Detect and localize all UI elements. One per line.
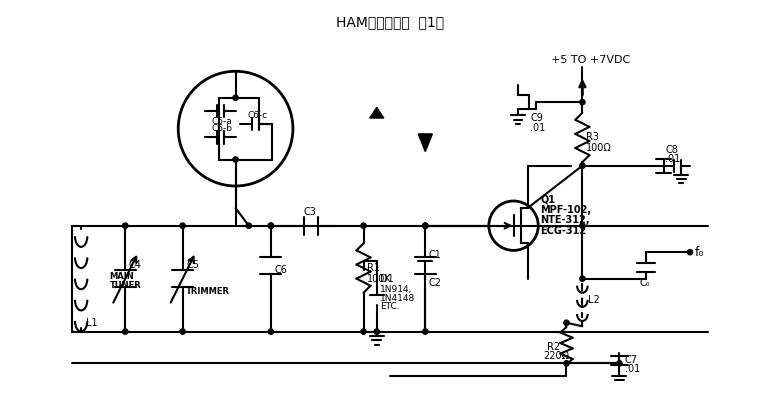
Text: 1N914,: 1N914,: [381, 285, 413, 294]
Text: 100K: 100K: [367, 274, 392, 284]
Polygon shape: [370, 107, 384, 118]
Circle shape: [423, 223, 428, 228]
Text: C6-b: C6-b: [211, 124, 232, 133]
Text: C4: C4: [129, 261, 142, 270]
Text: MAIN: MAIN: [109, 272, 134, 282]
Text: C1: C1: [429, 250, 441, 260]
Text: C6: C6: [275, 265, 287, 275]
Circle shape: [246, 223, 251, 228]
Polygon shape: [418, 134, 432, 152]
Circle shape: [122, 329, 128, 334]
Circle shape: [580, 163, 585, 168]
Text: C2: C2: [429, 278, 441, 288]
Text: C6-a: C6-a: [211, 117, 232, 126]
Text: Q1: Q1: [540, 194, 555, 204]
Text: ETC.: ETC.: [381, 303, 400, 311]
Circle shape: [361, 223, 366, 228]
Text: .01: .01: [530, 123, 545, 133]
Text: C8: C8: [665, 145, 678, 155]
Circle shape: [180, 329, 186, 334]
Circle shape: [268, 223, 274, 228]
Text: L1: L1: [87, 318, 98, 328]
Circle shape: [580, 276, 585, 281]
Text: 100Ω: 100Ω: [586, 143, 612, 153]
Circle shape: [580, 223, 585, 228]
Text: .01: .01: [625, 364, 640, 374]
Text: TUNER: TUNER: [109, 281, 141, 290]
Circle shape: [374, 329, 379, 334]
Text: MPF-102,: MPF-102,: [540, 205, 591, 215]
Title: HAM变频振荡器  第1张: HAM变频振荡器 第1张: [336, 15, 444, 29]
Text: C₀: C₀: [640, 278, 651, 288]
Text: C5: C5: [186, 261, 199, 270]
Text: C3: C3: [303, 208, 317, 217]
Circle shape: [423, 329, 428, 334]
Circle shape: [687, 249, 693, 255]
Circle shape: [180, 223, 186, 228]
Circle shape: [423, 223, 428, 228]
Circle shape: [233, 157, 238, 162]
Text: f₀: f₀: [694, 246, 704, 259]
Text: R1: R1: [367, 263, 380, 273]
Text: C9: C9: [530, 113, 543, 123]
Text: NTE-312,: NTE-312,: [540, 215, 590, 225]
Text: D1: D1: [381, 274, 394, 284]
Text: .01: .01: [665, 154, 681, 164]
Circle shape: [361, 329, 366, 334]
Text: R3: R3: [586, 132, 599, 143]
Text: TRIMMER: TRIMMER: [186, 287, 230, 296]
Circle shape: [268, 329, 274, 334]
Text: L2: L2: [587, 295, 599, 305]
Text: 220Ω: 220Ω: [544, 351, 569, 361]
Circle shape: [617, 361, 622, 366]
Circle shape: [580, 99, 585, 105]
Text: R2: R2: [547, 343, 560, 352]
Circle shape: [122, 223, 128, 228]
Text: +5 TO +7VDC: +5 TO +7VDC: [551, 55, 631, 65]
Circle shape: [564, 320, 569, 326]
Circle shape: [564, 361, 569, 366]
Circle shape: [268, 223, 274, 228]
Text: C6-c: C6-c: [247, 111, 268, 120]
Circle shape: [233, 95, 238, 100]
Text: 1N4148: 1N4148: [381, 293, 416, 303]
Text: C7: C7: [625, 355, 638, 365]
Text: ECG-312: ECG-312: [540, 226, 586, 236]
